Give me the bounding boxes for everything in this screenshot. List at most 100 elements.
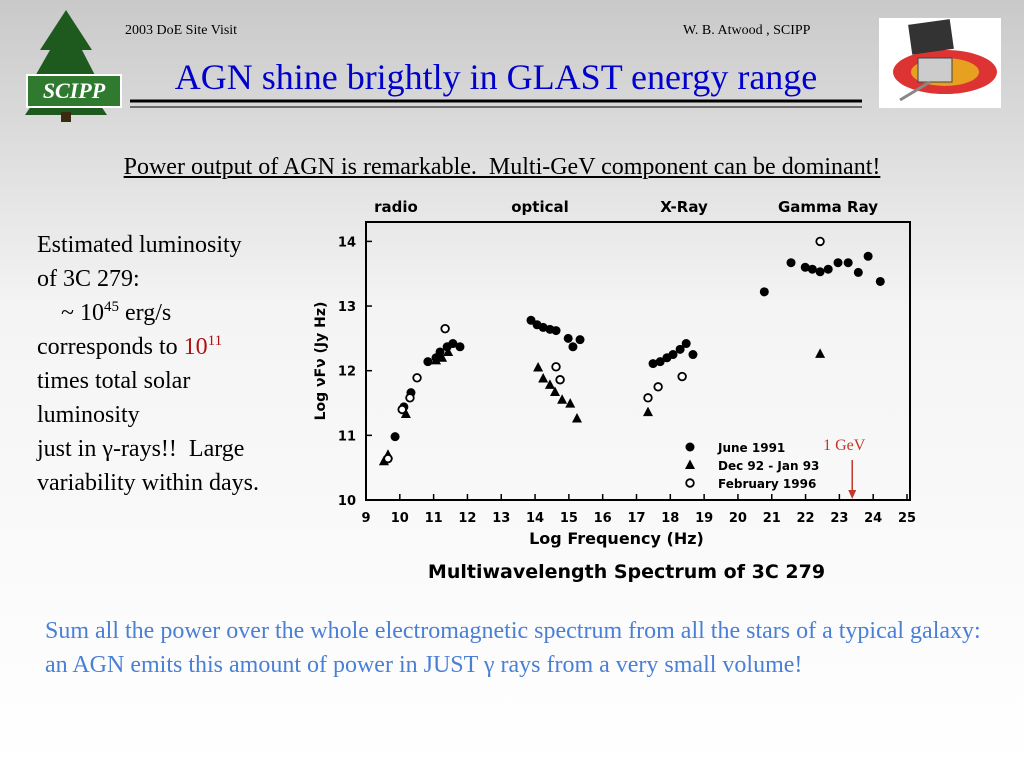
x-tick-label: 19 [695, 511, 713, 526]
open-point [555, 375, 565, 385]
text-line: ~ 10 [37, 300, 104, 326]
y-axis-label: Log νFν (Jy Hz) [313, 302, 329, 421]
bottom-text: Sum all the power over the whole electro… [45, 618, 981, 678]
header-right: W. B. Atwood , SCIPP [683, 23, 811, 38]
open-point [440, 323, 450, 334]
filled-point [575, 335, 585, 345]
annotation: 1 GeV [823, 437, 866, 454]
x-tick-label: 10 [391, 511, 409, 526]
slide-title: AGN shine brightly in GLAST energy range [174, 57, 818, 97]
glast-logo [879, 18, 1001, 108]
x-tick-label: 20 [729, 511, 747, 526]
logo-text: SCIPP [43, 78, 106, 103]
annotation-arrowhead [848, 490, 857, 499]
triangle-point [557, 394, 568, 404]
triangle-point [550, 386, 561, 397]
filled-point [563, 333, 573, 343]
x-tick-label: 18 [661, 511, 679, 526]
triangle-point [443, 346, 454, 356]
x-tick-label: 24 [864, 511, 882, 526]
filled-point [875, 276, 885, 286]
chart-title: Multiwavelength Spectrum of 3C 279 [428, 561, 825, 583]
filled-point [786, 258, 796, 268]
filled-point [538, 322, 548, 332]
filled-point [681, 339, 691, 349]
subtitle: Power output of AGN is remarkable. Multi… [123, 154, 881, 180]
highlight: 10 [183, 334, 208, 360]
legend-label: February 1996 [718, 477, 816, 491]
filled-point [823, 264, 833, 274]
y-tick-label: 14 [338, 235, 356, 250]
open-point [405, 393, 415, 403]
filled-point [675, 344, 685, 354]
y-tick-label: 13 [338, 300, 356, 315]
open-point [685, 478, 695, 488]
triangle-point [565, 398, 576, 408]
y-tick-label: 12 [338, 365, 356, 380]
superscript: 45 [103, 299, 119, 315]
region-label: optical [511, 198, 569, 216]
filled-point [807, 264, 817, 274]
x-tick-label: 12 [458, 511, 476, 526]
filled-point [423, 357, 433, 367]
filled-point [648, 359, 658, 369]
triangle-point [571, 413, 582, 423]
region-label: radio [374, 198, 418, 216]
legend-label: June 1991 [717, 441, 785, 455]
filled-point [863, 251, 873, 261]
superscript: 11 [207, 333, 223, 349]
x-tick-label: 21 [763, 511, 781, 526]
filled-point [568, 342, 578, 352]
x-tick-label: 17 [627, 511, 645, 526]
x-tick-label: 11 [425, 511, 443, 526]
filled-point [668, 350, 678, 360]
text-line: of 3C 279: [37, 266, 140, 292]
filled-point [843, 258, 853, 268]
filled-point [759, 287, 769, 297]
triangle-point [437, 352, 448, 362]
filled-point [833, 258, 843, 268]
open-point [397, 404, 407, 415]
triangle-point [400, 408, 411, 419]
region-label: X-Ray [660, 198, 708, 216]
open-point [551, 362, 561, 372]
filled-point [800, 262, 810, 272]
triangle-point [533, 361, 544, 372]
y-tick-label: 10 [338, 494, 356, 509]
x-tick-label: 13 [492, 511, 510, 526]
text-line: variability within days. [37, 470, 259, 496]
open-point [383, 453, 393, 464]
x-axis-label: Log Frequency (Hz) [529, 529, 704, 548]
open-point [412, 373, 422, 383]
text-line: Estimated luminosity [37, 232, 242, 258]
open-point [643, 393, 653, 403]
triangle-point [544, 379, 555, 389]
x-tick-label: 16 [594, 511, 612, 526]
triangle-point [642, 406, 653, 417]
triangle-point [685, 459, 695, 469]
x-tick-label: 15 [560, 511, 578, 526]
triangle-point [538, 372, 549, 383]
x-tick-label: 9 [361, 511, 370, 526]
x-tick-label: 23 [830, 511, 848, 526]
open-point [653, 382, 663, 392]
x-tick-label: 22 [797, 511, 815, 526]
open-point [677, 371, 687, 382]
scipp-logo: SCIPP [25, 10, 122, 122]
open-point [815, 236, 825, 247]
filled-point [448, 339, 458, 349]
filled-point [815, 267, 825, 277]
plot-frame [365, 221, 911, 501]
filled-point [688, 350, 698, 360]
filled-point [685, 442, 695, 452]
x-tick-label: 25 [898, 511, 916, 526]
filled-point [455, 342, 465, 352]
filled-point [551, 326, 561, 336]
y-tick-label: 11 [338, 429, 356, 444]
header-left: 2003 DoE Site Visit [125, 23, 238, 38]
text-line: times total solar [37, 368, 191, 394]
filled-point [655, 357, 665, 367]
text-line: luminosity [37, 402, 140, 428]
